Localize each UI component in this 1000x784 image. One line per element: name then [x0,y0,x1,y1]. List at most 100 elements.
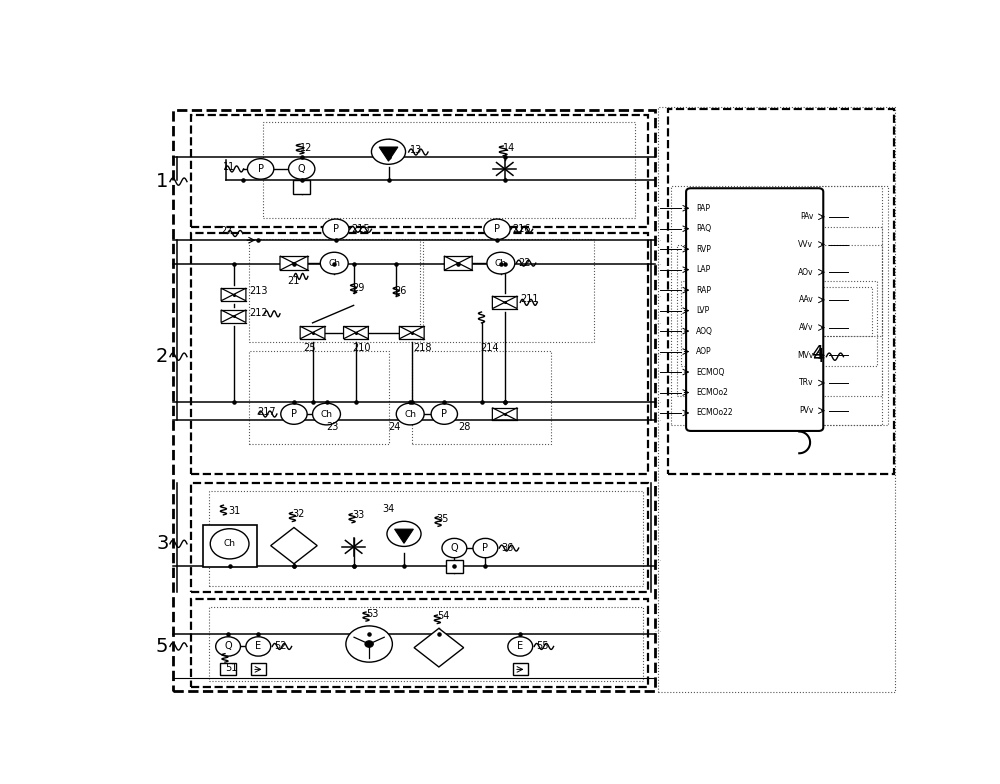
Bar [668,109,894,474]
Text: ECMOo2: ECMOo2 [696,388,728,397]
Text: 1: 1 [156,172,168,191]
Text: 11: 11 [223,162,236,172]
Text: 211: 211 [520,294,539,304]
Text: 32: 32 [292,510,305,519]
Polygon shape [356,326,368,339]
Text: AVv: AVv [799,323,813,332]
Text: 4: 4 [812,347,825,366]
Polygon shape [280,256,294,270]
Text: Q: Q [298,164,306,174]
Polygon shape [444,256,458,270]
Text: E: E [255,641,261,652]
Text: 213: 213 [249,286,268,296]
Text: 28: 28 [458,423,471,432]
Text: AOP: AOP [696,347,712,356]
Polygon shape [492,296,505,309]
Text: PVv: PVv [799,406,813,416]
Text: 51: 51 [225,662,237,673]
Circle shape [508,637,533,656]
Text: 36: 36 [501,543,513,553]
Bar [681,281,877,365]
Text: P: P [333,224,339,234]
Text: LVP: LVP [696,306,709,315]
Polygon shape [395,529,413,543]
Bar [512,663,528,676]
Polygon shape [344,326,356,339]
Text: P: P [291,409,297,419]
Polygon shape [458,256,472,270]
Text: MVv: MVv [797,350,813,360]
Bar [191,484,648,592]
Circle shape [442,539,467,557]
Polygon shape [379,147,398,162]
Text: Ch: Ch [404,409,416,419]
Bar [202,524,257,567]
Text: 218: 218 [413,343,432,353]
Text: P: P [258,164,264,174]
Circle shape [484,219,510,240]
Text: 210: 210 [352,343,371,353]
Text: 14: 14 [503,143,515,154]
Bar [249,350,388,445]
Text: RVP: RVP [696,245,711,254]
Text: AOQ: AOQ [696,327,713,336]
Text: 2: 2 [156,347,168,366]
Circle shape [320,252,348,274]
FancyBboxPatch shape [686,188,823,431]
Bar [173,110,655,691]
Bar [249,239,420,342]
Text: ECMOo22: ECMOo22 [696,408,733,418]
Circle shape [246,637,271,656]
Polygon shape [399,326,412,339]
Text: 26: 26 [395,286,407,296]
Text: 24: 24 [388,423,401,432]
Text: 33: 33 [352,510,364,521]
Text: AAv: AAv [798,296,813,304]
Bar [263,122,635,218]
Circle shape [346,626,392,662]
Circle shape [487,252,515,274]
Text: Q: Q [451,543,458,553]
Polygon shape [234,289,246,301]
Polygon shape [294,256,308,270]
Text: PAQ: PAQ [696,224,711,233]
Polygon shape [221,289,234,301]
Text: 29: 29 [352,284,364,293]
Circle shape [247,158,274,180]
Text: 54: 54 [437,612,450,621]
Polygon shape [505,296,517,309]
Text: 21: 21 [288,276,300,286]
Text: P: P [441,409,447,419]
Polygon shape [234,310,246,322]
Bar [191,599,648,687]
Ellipse shape [371,140,406,165]
Text: 52: 52 [274,641,286,652]
Circle shape [216,637,240,656]
Text: Ch: Ch [320,409,332,419]
Text: AOv: AOv [798,267,813,277]
Bar [191,115,648,227]
Circle shape [365,641,373,648]
Text: 55: 55 [536,641,548,652]
Circle shape [281,404,307,424]
Text: 22: 22 [518,258,530,268]
Text: E: E [517,641,523,652]
Bar [191,233,648,474]
Bar [209,608,643,681]
Circle shape [210,528,249,559]
Text: Q: Q [224,641,232,652]
Text: 35: 35 [437,514,449,524]
Bar [293,180,310,194]
Text: 216: 216 [512,224,531,234]
Text: Ch: Ch [328,259,340,267]
Text: 12: 12 [300,143,313,153]
Text: 25: 25 [303,343,316,353]
Bar [209,491,643,586]
Circle shape [431,404,457,424]
Text: P: P [482,543,488,553]
Polygon shape [414,628,464,667]
Text: Ch: Ch [224,539,236,548]
Text: PAP: PAP [696,204,710,212]
Text: 5: 5 [156,637,168,656]
Text: 217: 217 [257,407,275,417]
